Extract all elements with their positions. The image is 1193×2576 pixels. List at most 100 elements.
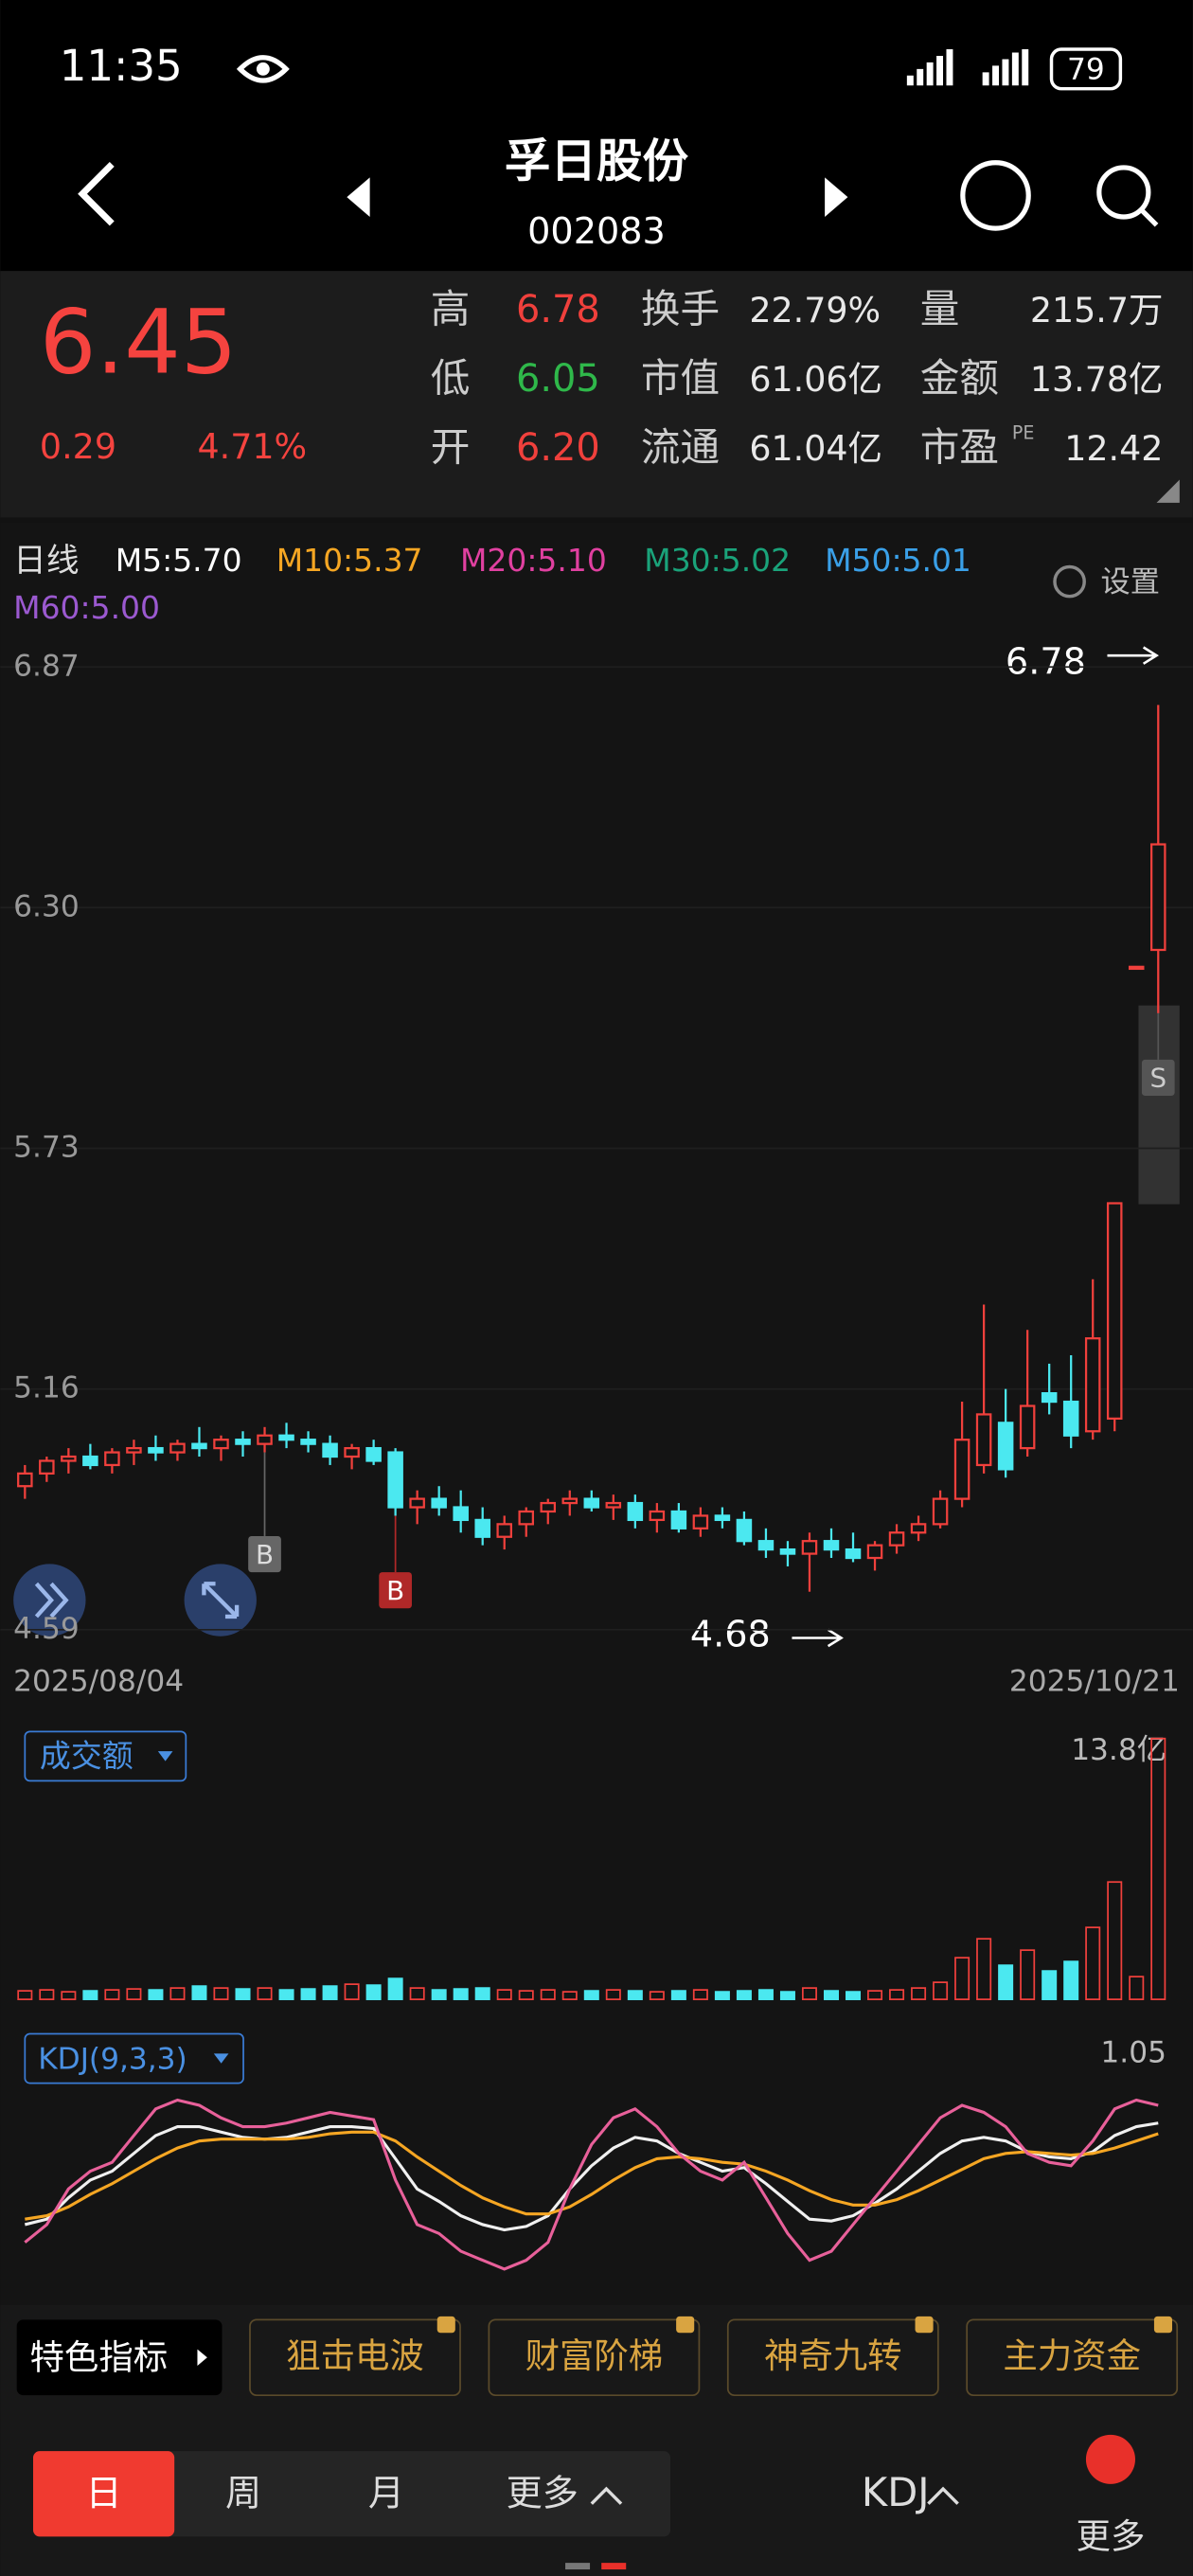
candle-body bbox=[866, 1544, 883, 1560]
candle-body bbox=[39, 1459, 55, 1475]
period-tab[interactable]: 更多 bbox=[507, 2473, 579, 2514]
kdj-selector[interactable] bbox=[24, 2032, 244, 2084]
candle-body bbox=[1084, 1337, 1101, 1433]
settings-icon[interactable] bbox=[1053, 564, 1086, 599]
tool-button-label[interactable]: 神奇九转 bbox=[764, 2335, 902, 2376]
trade-marker[interactable] bbox=[1141, 1059, 1175, 1097]
volume-bar bbox=[365, 1984, 382, 2000]
volume-bar bbox=[649, 1991, 665, 2000]
trade-marker-label: S bbox=[1149, 1063, 1166, 1094]
volume-bar bbox=[409, 1987, 425, 2000]
volume-bar bbox=[1020, 1949, 1036, 2000]
featured-label[interactable]: 特色指标 bbox=[30, 2337, 169, 2378]
volume-bar bbox=[17, 1990, 33, 2000]
period-tab[interactable]: 周 bbox=[225, 2473, 261, 2514]
more-icon[interactable] bbox=[1085, 2434, 1135, 2484]
volume-bar bbox=[39, 1989, 55, 2000]
trade-marker[interactable] bbox=[379, 1572, 412, 1609]
volume-bar bbox=[670, 1990, 686, 2000]
volume-bar bbox=[561, 1991, 578, 2000]
next-stock[interactable] bbox=[825, 177, 848, 217]
volume-bar bbox=[453, 1988, 469, 2000]
battery-level: 79 bbox=[1067, 53, 1105, 87]
indicator-tab[interactable]: KDJ bbox=[862, 2469, 930, 2515]
ma-legend: M60:5.00 bbox=[13, 589, 160, 626]
volume-bar bbox=[61, 1991, 77, 2000]
volume-label[interactable]: 成交额 bbox=[40, 1738, 134, 1775]
expand-corner[interactable] bbox=[1156, 479, 1180, 503]
candle-body bbox=[540, 1501, 557, 1513]
price-change-pct: 4.71% bbox=[197, 426, 307, 467]
candle-body bbox=[82, 1455, 98, 1467]
tool-button[interactable] bbox=[966, 2318, 1179, 2397]
trade-marker[interactable] bbox=[248, 1535, 281, 1573]
stat-label: 量 bbox=[920, 286, 960, 332]
back-button[interactable] bbox=[78, 162, 115, 226]
candle-body bbox=[1062, 1400, 1079, 1437]
volume-bar bbox=[692, 1989, 708, 2000]
stat-label: 开 bbox=[431, 423, 471, 470]
candle-body bbox=[1150, 843, 1166, 952]
tool-button-label[interactable]: 狙击电波 bbox=[286, 2335, 424, 2376]
volume-bar bbox=[322, 1985, 338, 2000]
tool-button-label[interactable]: 主力资金 bbox=[1003, 2335, 1141, 2376]
candle-body bbox=[561, 1497, 579, 1505]
volume-bar bbox=[104, 1989, 120, 2000]
lock-icon bbox=[915, 2316, 934, 2334]
tool-button[interactable] bbox=[249, 2318, 461, 2397]
signal-icon bbox=[906, 49, 1029, 86]
stat-value: 13.78亿 bbox=[1030, 359, 1164, 400]
kdj-label[interactable]: KDJ(9,3,3) bbox=[38, 2042, 187, 2076]
y-tick-label: 6.87 bbox=[13, 649, 80, 683]
stat-label: 市盈 bbox=[920, 423, 999, 470]
stat-value: 22.79% bbox=[749, 290, 881, 331]
candle-body bbox=[300, 1439, 316, 1445]
volume-bar bbox=[1107, 1881, 1123, 2000]
candle-body bbox=[148, 1446, 164, 1454]
battery-icon bbox=[1049, 47, 1123, 91]
stat-value: 6.05 bbox=[516, 357, 600, 401]
volume-bar bbox=[1085, 1926, 1101, 2000]
tool-button[interactable] bbox=[726, 2318, 939, 2397]
candle-body bbox=[975, 1413, 992, 1467]
candle-body bbox=[714, 1514, 731, 1522]
volume-bar bbox=[213, 1987, 229, 2000]
page-dot-active bbox=[601, 2563, 627, 2570]
period-tab[interactable]: 月 bbox=[368, 2473, 404, 2514]
volume-selector[interactable] bbox=[24, 1730, 187, 1782]
page-dot bbox=[565, 2563, 591, 2570]
assistant-button[interactable] bbox=[960, 160, 1031, 231]
volume-bar bbox=[474, 1987, 490, 2000]
candle-body bbox=[191, 1442, 207, 1450]
volume-bar bbox=[496, 1989, 512, 2000]
volume-bar bbox=[714, 1991, 730, 2000]
prev-stock[interactable] bbox=[347, 177, 370, 217]
eye-icon bbox=[236, 55, 290, 83]
volume-max-label: 13.8亿 bbox=[1071, 1733, 1166, 1767]
tool-button[interactable] bbox=[488, 2318, 701, 2397]
low-annotation: 4.68 bbox=[690, 1613, 771, 1655]
candle-body bbox=[496, 1523, 512, 1538]
quote-panel-bg bbox=[0, 271, 1193, 518]
volume-bar bbox=[889, 1989, 905, 2000]
volume-bar bbox=[257, 1987, 273, 2000]
eye-icon-pupil bbox=[256, 62, 270, 76]
candle-body bbox=[1106, 1202, 1123, 1421]
candle-body bbox=[235, 1439, 251, 1445]
dropdown-icon bbox=[157, 1751, 173, 1762]
period-tab[interactable]: 日 bbox=[86, 2473, 122, 2514]
stat-value: 12.42 bbox=[1064, 428, 1163, 469]
volume-bar bbox=[846, 1991, 862, 2000]
active-tab[interactable] bbox=[33, 2451, 175, 2537]
more-label[interactable]: 更多 bbox=[1077, 2516, 1146, 2557]
featured-button[interactable] bbox=[16, 2319, 223, 2396]
candle-body bbox=[409, 1497, 425, 1509]
volume-bar bbox=[148, 1989, 164, 2000]
y-tick-label: 5.73 bbox=[13, 1131, 80, 1165]
volume-bar bbox=[518, 1990, 534, 2000]
volume-bar bbox=[387, 1977, 403, 2000]
tool-button-label[interactable]: 财富阶梯 bbox=[525, 2335, 664, 2376]
search-button[interactable] bbox=[1096, 165, 1151, 220]
settings-label[interactable]: 设置 bbox=[1101, 565, 1160, 599]
